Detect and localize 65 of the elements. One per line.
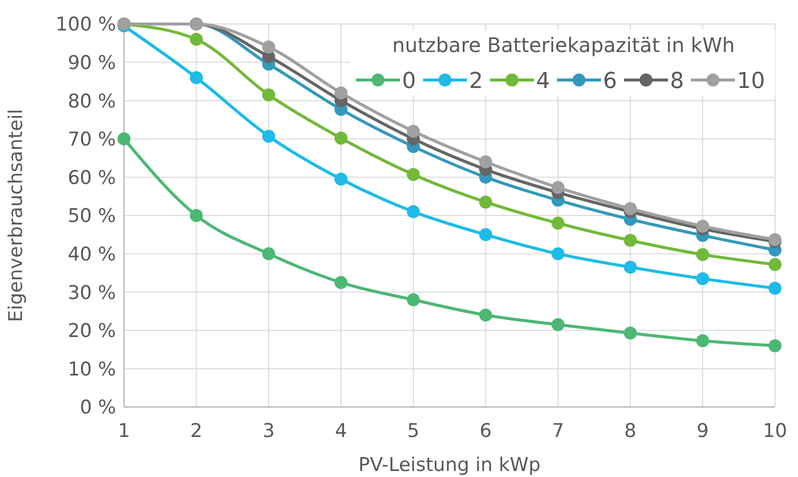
point: [262, 88, 276, 102]
point: [406, 293, 420, 306]
point: [768, 282, 782, 295]
point: [334, 132, 348, 145]
legend-label: 2: [469, 69, 483, 94]
y-tick-label: 70 %: [68, 128, 116, 151]
point: [406, 124, 420, 138]
point: [406, 168, 420, 182]
y-tick-label: 100 %: [56, 14, 116, 36]
y-tick-label: 10 %: [68, 358, 116, 380]
point: [624, 326, 637, 340]
legend-label: 4: [536, 69, 550, 94]
y-tick-label: 20 %: [68, 320, 116, 342]
x-axis-title: PV-Leistung in kWp: [358, 454, 541, 476]
point: [768, 258, 782, 272]
x-tick-label: 9: [696, 420, 709, 442]
x-tick-label: 6: [480, 420, 492, 442]
point: [334, 276, 348, 290]
point: [190, 71, 203, 84]
y-tick-label: 80 %: [68, 90, 116, 112]
y-tick-label: 0 %: [80, 396, 116, 419]
point: [190, 32, 203, 46]
point: [696, 220, 710, 233]
legend-label: 6: [603, 69, 617, 94]
x-tick-label: 4: [334, 420, 348, 442]
point: [696, 272, 710, 286]
point: [696, 334, 710, 348]
point: [334, 172, 348, 186]
y-tick-label: 60 %: [68, 166, 116, 189]
point: [406, 205, 420, 218]
y-tick-label: 50 %: [68, 205, 116, 228]
point: [624, 234, 637, 247]
point: [624, 202, 637, 216]
x-tick-label: 8: [624, 420, 636, 442]
y-tick-label: 90 %: [68, 52, 116, 74]
point: [479, 308, 492, 322]
point: [479, 196, 492, 209]
legend-label: 0: [402, 69, 416, 94]
y-axis-title: Eigenverbrauchsanteil: [5, 108, 27, 322]
point: [696, 248, 710, 262]
point: [624, 260, 637, 274]
point: [768, 339, 782, 352]
point: [552, 247, 564, 260]
x-tick-label: 7: [552, 420, 564, 442]
point: [118, 132, 130, 146]
point: [479, 155, 492, 168]
legend-title: nutzbare Batteriekapazität in kWh: [392, 33, 735, 57]
point: [552, 216, 564, 230]
point: [479, 228, 492, 242]
x-tick-label: 2: [190, 420, 202, 442]
point: [190, 209, 203, 222]
x-tick-label: 1: [118, 420, 130, 442]
legend-label: 10: [737, 69, 765, 94]
y-tick-label: 40 %: [68, 243, 116, 266]
x-tick-label: 5: [407, 420, 420, 442]
x-tick-label: 3: [262, 420, 275, 442]
point: [262, 247, 276, 260]
point: [334, 86, 348, 100]
x-tick-label: 10: [762, 420, 788, 442]
point: [262, 40, 276, 54]
y-tick-label: 30 %: [68, 282, 116, 304]
legend-label: 8: [670, 69, 684, 94]
point: [552, 181, 564, 194]
point: [262, 130, 276, 143]
point: [552, 318, 564, 332]
